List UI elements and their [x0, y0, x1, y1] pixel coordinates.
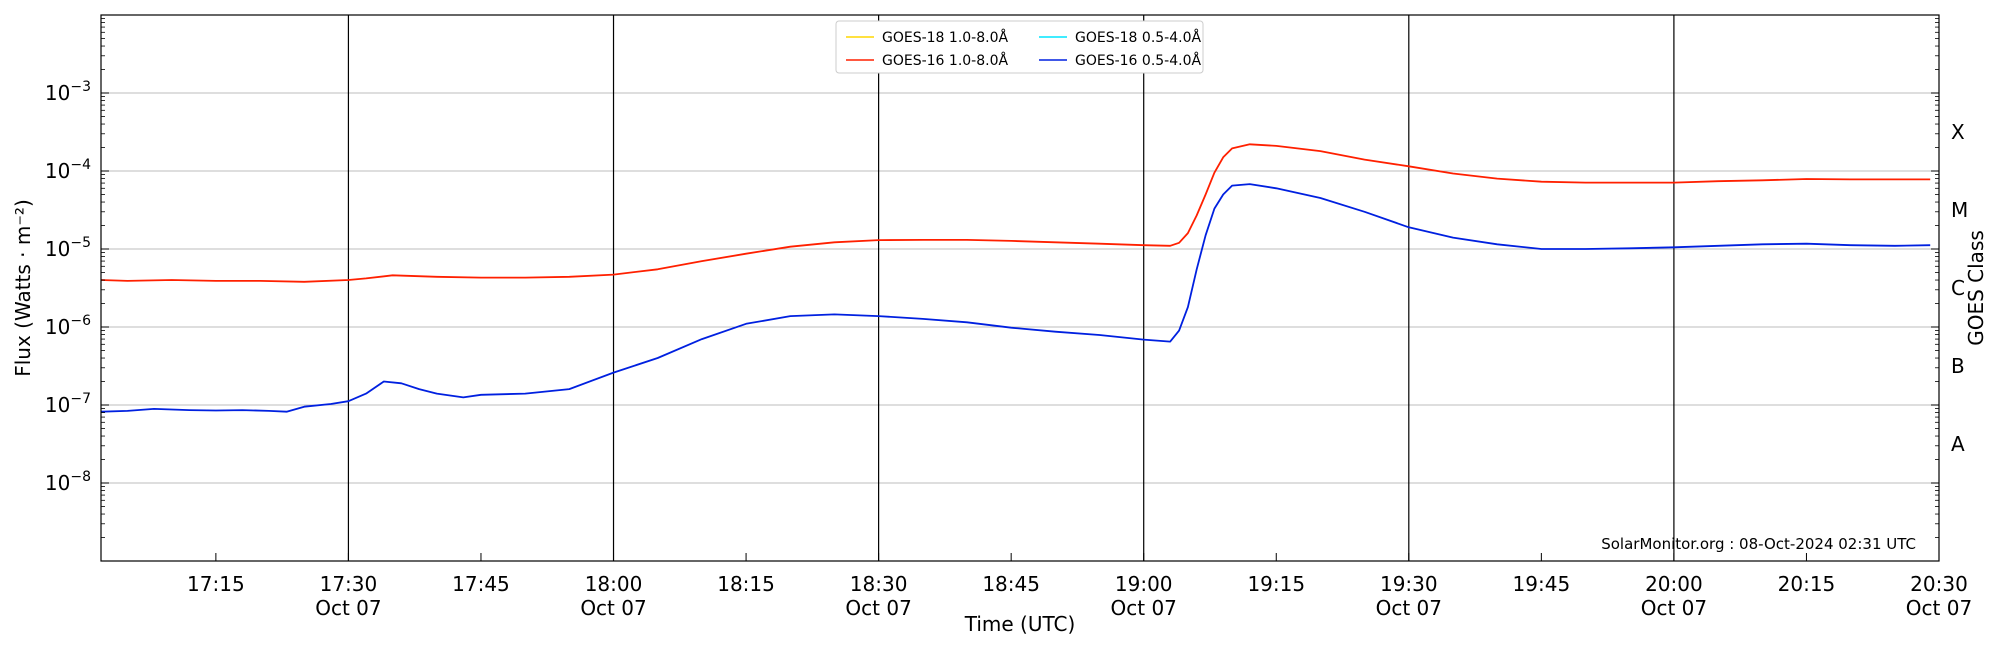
y-tick-base: 10	[45, 159, 70, 183]
x-tick-label: 19:15	[1247, 572, 1305, 596]
x-tick-label: 17:15	[187, 572, 245, 596]
y-tick-label: 10−7	[45, 391, 91, 417]
x-axis-label: Time (UTC)	[964, 612, 1076, 636]
legend-label: GOES-16 1.0-8.0Å	[882, 52, 1008, 69]
series-line-1	[100, 143, 1931, 283]
x-tick-date-label: Oct 07	[845, 596, 911, 620]
x-tick-label: 19:45	[1513, 572, 1571, 596]
series-line-2	[100, 183, 1931, 413]
plot-background	[101, 15, 1939, 561]
x-tick-date-label: Oct 07	[315, 596, 381, 620]
source-annotation: SolarMonitor.org : 08-Oct-2024 02:31 UTC	[1601, 535, 1916, 553]
y-tick-base: 10	[45, 315, 70, 339]
plot-frame	[100, 14, 1940, 562]
x-tick-date-label: Oct 07	[1111, 596, 1177, 620]
y-tick-label: 10−3	[45, 79, 91, 105]
x-tick-label: 18:15	[717, 572, 775, 596]
x-tick-date-label: Oct 07	[1376, 596, 1442, 620]
right-axis-label: GOES Class	[1964, 230, 1988, 346]
y-tick-base: 10	[45, 81, 70, 105]
goes-class-b-label: B	[1951, 354, 1965, 378]
x-tick-label: 19:30	[1380, 572, 1438, 596]
y-tick-exponent: −3	[70, 79, 91, 95]
x-tick-label: 20:00	[1645, 572, 1703, 596]
goes-class-m-label: M	[1951, 198, 1968, 222]
goes-class-a-label: A	[1951, 432, 1965, 456]
y-tick-label: 10−4	[45, 157, 91, 183]
x-tick-label: 17:45	[452, 572, 510, 596]
legend: GOES-18 1.0-8.0Å GOES-16 1.0-8.0Å GOES-18 …	[835, 20, 1204, 74]
y-tick-exponent: −4	[70, 157, 91, 173]
legend-label: GOES-16 0.5-4.0Å	[1075, 52, 1201, 69]
legend-label: GOES-18 1.0-8.0Å	[882, 29, 1008, 46]
y-tick-label: 10−5	[45, 235, 91, 261]
y-tick-label: 10−6	[45, 313, 91, 339]
grid-layer	[101, 92, 1939, 484]
x-tick-label: 20:30	[1910, 572, 1968, 596]
y-tick-exponent: −5	[70, 235, 91, 251]
series-layer	[100, 143, 1931, 413]
x-tick-date-label: Oct 07	[1906, 596, 1972, 620]
y-tick-exponent: −6	[70, 313, 91, 329]
y-tick-exponent: −7	[70, 391, 91, 407]
legend-box	[835, 20, 1204, 74]
x-tick-date-label: Oct 07	[1641, 596, 1707, 620]
vertical-lines-layer	[347, 15, 1675, 561]
y-tick-label: 10−8	[45, 469, 91, 495]
x-tick-date-label: Oct 07	[580, 596, 646, 620]
goes-class-labels: A B C M X	[1951, 120, 1968, 456]
y-tick-base: 10	[45, 393, 70, 417]
y-axis-label: Flux (Watts · m⁻²)	[11, 199, 35, 377]
x-tick-label: 20:15	[1778, 572, 1836, 596]
x-tick-label: 18:45	[982, 572, 1040, 596]
x-tick-label: 19:00	[1115, 572, 1173, 596]
legend-label: GOES-18 0.5-4.0Å	[1075, 29, 1201, 46]
y-tick-base: 10	[45, 471, 70, 495]
y-tick-exponent: −8	[70, 469, 91, 485]
x-tick-label: 18:30	[850, 572, 908, 596]
y-tick-base: 10	[45, 237, 70, 261]
x-tick-label: 18:00	[585, 572, 643, 596]
x-tick-label: 17:30	[320, 572, 378, 596]
goes-class-x-label: X	[1951, 120, 1965, 144]
goes-class-c-label: C	[1951, 276, 1965, 300]
